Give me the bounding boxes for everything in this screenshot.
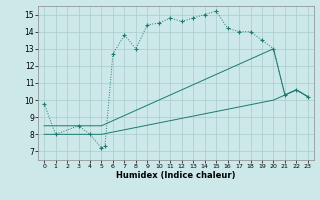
X-axis label: Humidex (Indice chaleur): Humidex (Indice chaleur) (116, 171, 236, 180)
